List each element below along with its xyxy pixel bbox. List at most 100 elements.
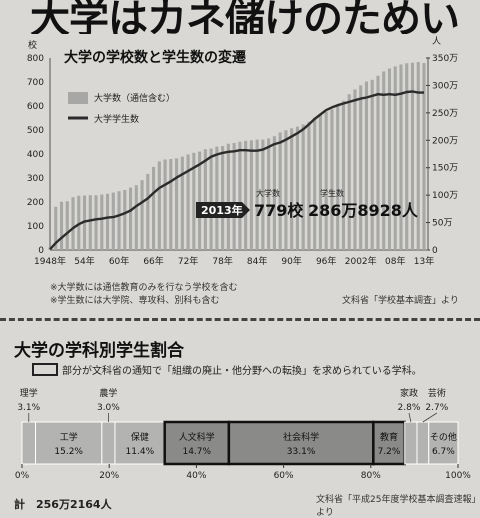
segment-label: 家政 (400, 387, 418, 399)
school-count-bar (290, 128, 293, 250)
school-count-bar (158, 161, 161, 250)
school-count-bar (336, 105, 339, 250)
school-count-bar (233, 143, 236, 250)
school-count-bar (210, 148, 213, 250)
school-count-bar (169, 159, 172, 250)
right-tick-label: 50万 (432, 219, 452, 229)
segment-value: 2.7% (425, 403, 448, 413)
school-count-bar (141, 180, 144, 250)
legend-text: 部分が文科省の通知で「組織の廃止・他分野への転換」を求められている学科。 (62, 366, 422, 377)
school-count-bar (348, 94, 351, 250)
school-count-bar (284, 130, 287, 250)
left-tick-label: 800 (27, 54, 44, 64)
school-count-bar (135, 185, 138, 250)
faculty-share-chart: 理学3.1%工学15.2%農学3.0%保健11.4%人文科学14.7%社会科学3… (0, 380, 480, 490)
x-tick-label: 60年 (109, 255, 129, 267)
school-count-bar (129, 188, 132, 250)
segment-label: 保健 (131, 431, 149, 443)
school-count-bar (238, 142, 241, 250)
school-count-bar (388, 69, 391, 250)
school-count-bar (382, 71, 385, 250)
x-tick-label: 40% (186, 471, 206, 481)
left-tick-label: 500 (27, 126, 44, 136)
segment-家政 (405, 422, 417, 464)
callout-schools-label: 大学数 (256, 188, 280, 198)
x-tick-label: 100% (445, 471, 471, 481)
legend-bar-label: 大学数（通信含む） (94, 92, 175, 104)
x-tick-label: 66年 (143, 255, 163, 267)
callout-students-label: 学生数 (320, 188, 344, 198)
school-count-bar (376, 76, 379, 250)
segment-人文科学 (165, 422, 229, 464)
school-count-bar (89, 195, 92, 250)
school-count-bar (187, 154, 190, 250)
segment-value: 15.2% (54, 447, 83, 457)
school-count-bar (244, 141, 247, 250)
callout-schools: 779校 (254, 201, 304, 220)
note-schools: ※大学数には通信教育のみを行なう学校を含む (50, 280, 238, 293)
x-tick-label: 84年 (247, 255, 267, 267)
segment-label: 理学 (20, 387, 38, 399)
segment-label: 農学 (99, 387, 117, 399)
segment-理学 (22, 422, 36, 464)
left-tick-label: 300 (27, 174, 44, 184)
legend-box (32, 363, 58, 376)
right-tick-label: 350万 (432, 54, 458, 64)
school-count-bar (181, 157, 184, 250)
school-count-bar (302, 124, 305, 250)
x-tick-label: 0% (15, 471, 30, 481)
school-count-bar (164, 160, 167, 250)
schools-students-chart: 校人大学の学校数と学生数の変遷0100200300400500600700800… (0, 0, 480, 300)
segment-工学 (36, 422, 102, 464)
school-count-bar (221, 146, 224, 250)
x-tick-label: 72年 (178, 255, 198, 267)
right-tick-label: 250万 (432, 109, 458, 119)
segment-value: 3.0% (97, 403, 120, 413)
school-count-bar (342, 101, 345, 250)
right-axis-unit: 人 (432, 36, 441, 47)
segment-value: 33.1% (287, 447, 316, 457)
source-1: 文科省「学校基本調査」より (342, 293, 459, 306)
segment-value: 3.1% (17, 403, 40, 413)
source-2: 文科省「平成25年度学校基本調査速報」より (316, 492, 480, 518)
school-count-bar (359, 85, 362, 250)
segment-value: 11.4% (126, 447, 155, 457)
school-count-bar (152, 167, 155, 250)
segment-value: 6.7% (432, 447, 455, 457)
left-tick-label: 100 (27, 222, 44, 232)
right-tick-label: 0 (432, 246, 438, 256)
school-count-bar (313, 118, 316, 250)
left-axis-unit: 校 (28, 39, 37, 51)
school-count-bar (296, 127, 299, 250)
school-count-bar (307, 122, 310, 250)
school-count-bar (106, 194, 109, 250)
segment-芸術 (417, 422, 429, 464)
school-count-bar (204, 149, 207, 250)
right-tick-label: 100万 (432, 191, 458, 201)
school-count-bar (117, 191, 120, 250)
x-tick-label: 2002年 (345, 255, 377, 267)
segment-leader (423, 413, 437, 422)
note-students: ※学生数には大学院、専攻科、別科も含む (50, 293, 220, 306)
school-count-bar (319, 114, 322, 250)
x-tick-label: 1948年 (34, 255, 66, 267)
segment-社会科学 (229, 422, 373, 464)
school-count-bar (227, 144, 230, 250)
right-tick-label: 300万 (432, 81, 458, 91)
school-count-bar (71, 197, 74, 250)
x-tick-label: 96年 (316, 255, 336, 267)
legend-line-label: 大学学生数 (94, 113, 139, 125)
total-students: 計 256万2164人 (14, 496, 112, 512)
callout-students: 286万8928人 (308, 201, 419, 220)
segment-教育 (373, 422, 404, 464)
chart2-legend: 部分が文科省の通知で「組織の廃止・他分野への転換」を求められている学科。 (32, 362, 422, 377)
school-count-bar (330, 109, 333, 250)
school-count-bar (66, 201, 69, 250)
segment-label: 人文科学 (179, 431, 215, 443)
segment-value: 7.2% (378, 447, 401, 457)
segment-leader (409, 413, 411, 422)
x-tick-label: 80% (361, 471, 381, 481)
left-tick-label: 0 (38, 246, 44, 256)
segment-その他 (429, 422, 458, 464)
right-tick-label: 150万 (432, 164, 458, 174)
